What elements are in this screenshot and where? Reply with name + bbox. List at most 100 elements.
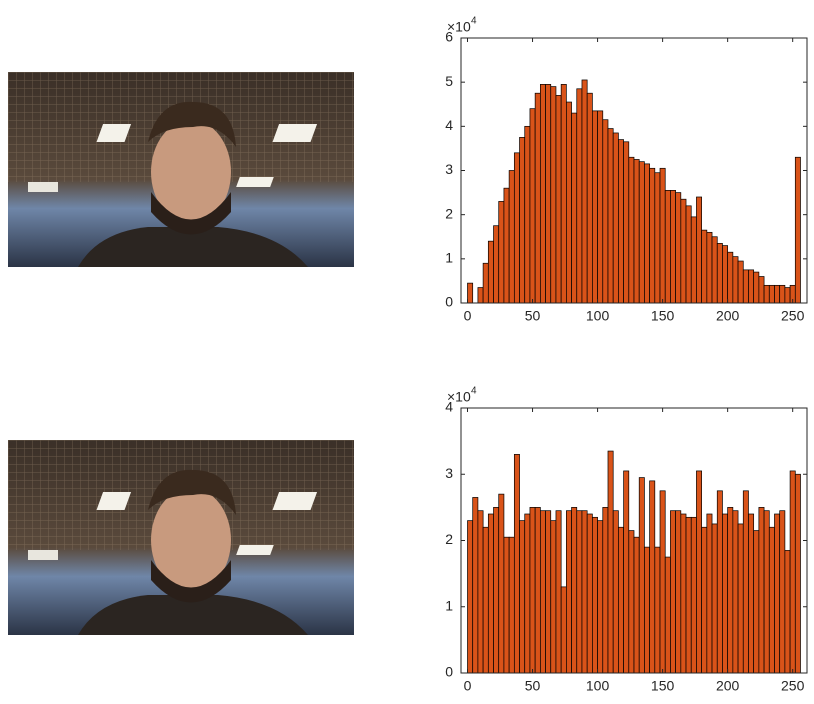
histogram-axes: 05010015020025001234×104 <box>445 386 807 694</box>
bar <box>769 285 774 303</box>
bar <box>702 230 707 303</box>
y-exponent-power: 4 <box>471 16 477 27</box>
bar <box>551 87 556 303</box>
bar <box>488 241 493 303</box>
bar <box>483 263 488 303</box>
bar <box>759 507 764 673</box>
bar <box>733 257 738 303</box>
y-exponent-power: 4 <box>471 386 477 397</box>
x-tick-label: 250 <box>781 678 805 694</box>
bar <box>686 517 691 673</box>
bar <box>566 511 571 673</box>
bar <box>785 288 790 303</box>
bar <box>743 270 748 303</box>
bar <box>655 173 660 303</box>
bar <box>613 511 618 673</box>
bar <box>670 511 675 673</box>
bar <box>566 102 571 303</box>
bar <box>546 511 551 673</box>
y-tick-label: 0 <box>445 664 453 680</box>
x-tick-label: 50 <box>525 678 541 694</box>
y-exponent-base: ×10 <box>447 19 471 35</box>
bar <box>598 111 603 303</box>
bar <box>774 514 779 673</box>
bar <box>468 283 473 303</box>
bar <box>650 481 655 673</box>
bar <box>494 226 499 303</box>
bar <box>504 188 509 303</box>
x-tick-label: 200 <box>716 308 740 324</box>
bar <box>488 514 493 673</box>
bar <box>795 157 800 303</box>
bar <box>598 521 603 673</box>
bar <box>702 527 707 673</box>
y-tick-label: 5 <box>445 73 453 89</box>
bar <box>572 507 577 673</box>
bar <box>738 261 743 303</box>
x-tick-label: 50 <box>525 308 541 324</box>
input-image <box>8 72 354 267</box>
bar <box>603 120 608 303</box>
bar <box>592 517 597 673</box>
y-tick-label: 2 <box>445 531 453 547</box>
bar <box>608 451 613 673</box>
bar <box>717 243 722 303</box>
bar <box>754 272 759 303</box>
bar <box>686 206 691 303</box>
bar <box>494 507 499 673</box>
bar <box>696 197 701 303</box>
bar <box>644 164 649 303</box>
x-tick-label: 100 <box>586 678 610 694</box>
bar <box>759 277 764 304</box>
bar <box>535 507 540 673</box>
bar <box>660 491 665 673</box>
bar <box>473 497 478 673</box>
bar <box>748 514 753 673</box>
bar <box>540 84 545 303</box>
x-tick-label: 200 <box>716 678 740 694</box>
bar <box>499 201 504 303</box>
bar <box>514 153 519 303</box>
bar <box>618 140 623 303</box>
bar <box>509 171 514 304</box>
bar <box>754 531 759 673</box>
bar <box>530 507 535 673</box>
y-tick-label: 2 <box>445 205 453 221</box>
bar <box>639 162 644 303</box>
bar <box>650 168 655 303</box>
bar <box>551 521 556 673</box>
bar <box>603 507 608 673</box>
bar <box>525 514 530 673</box>
bar <box>722 514 727 673</box>
x-tick-label: 0 <box>464 678 472 694</box>
y-tick-label: 4 <box>445 117 453 133</box>
bar <box>691 517 696 673</box>
bar <box>613 133 618 303</box>
bar <box>572 113 577 303</box>
bar <box>504 537 509 673</box>
bar <box>587 93 592 303</box>
bar <box>540 511 545 673</box>
bar <box>743 491 748 673</box>
x-tick-label: 250 <box>781 308 805 324</box>
bar <box>592 111 597 303</box>
bar <box>520 521 525 673</box>
bar <box>582 511 587 673</box>
x-tick-label: 100 <box>586 308 610 324</box>
page: 0501001502002500123456×10405010015020025… <box>0 0 814 704</box>
bar <box>728 507 733 673</box>
y-tick-label: 1 <box>445 250 453 266</box>
x-tick-label: 0 <box>464 308 472 324</box>
bar <box>629 531 634 673</box>
figure: 0501001502002500123456×10405010015020025… <box>0 0 814 699</box>
bar <box>764 285 769 303</box>
bar <box>717 491 722 673</box>
bar <box>639 478 644 673</box>
bar <box>676 511 681 673</box>
bar <box>634 537 639 673</box>
bar <box>577 89 582 303</box>
bar <box>483 527 488 673</box>
bar <box>733 511 738 673</box>
bar <box>629 157 634 303</box>
